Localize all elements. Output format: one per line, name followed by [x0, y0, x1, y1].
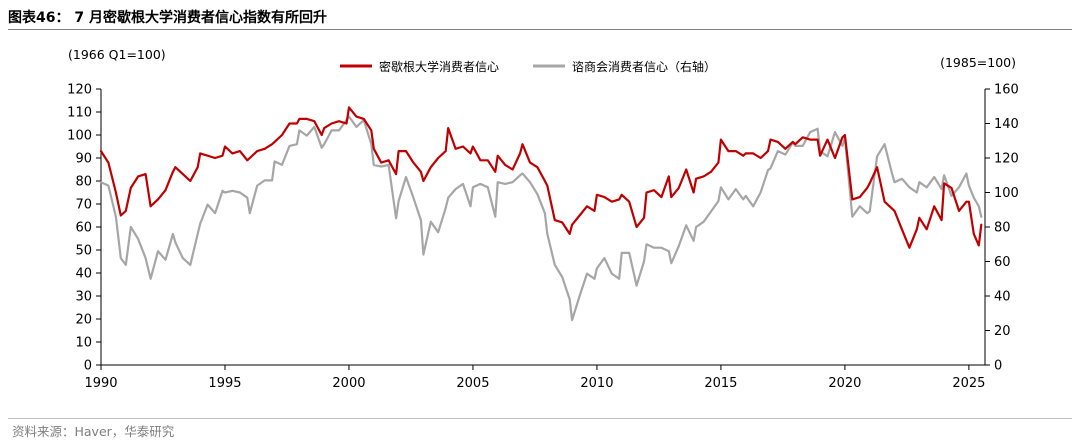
plot-area: 0 10 20 30 40 50 60 70 80 90 100 110 120 0 20 40 60 80 100…: [67, 83, 1019, 392]
right-tick-label: 60: [994, 255, 1011, 270]
right-tick-label: 100: [994, 186, 1019, 201]
right-tick-label: 40: [994, 290, 1011, 305]
x-tick-label: 2000: [332, 376, 365, 391]
chart-title: 图表46： 7 月密歇根大学消费者信心指数有所回升: [8, 10, 327, 26]
left-tick-label: 10: [75, 336, 92, 351]
series-line-conf-board: [99, 115, 983, 322]
left-tick-label: 90: [75, 152, 92, 167]
right-tick-label: 80: [994, 221, 1011, 236]
left-tick-label: 70: [75, 198, 92, 213]
left-tick-label: 60: [75, 221, 92, 236]
legend-label-umich: 密歇根大学消费者信心: [379, 59, 499, 74]
left-tick-label: 20: [75, 313, 92, 328]
x-tick-label: 1990: [84, 376, 117, 391]
x-tick-label: 2005: [456, 376, 489, 391]
x-tick-label: 2020: [828, 376, 861, 391]
x-tick-label: 2025: [952, 376, 985, 391]
right-tick-label: 120: [994, 152, 1019, 167]
x-tick-label: 1995: [208, 376, 241, 391]
left-tick-label: 120: [67, 83, 92, 98]
legend-label-conf-board: 谘商会消费者信心（右轴）: [572, 59, 716, 74]
left-tick-label: 110: [67, 106, 92, 121]
left-tick-label: 30: [75, 290, 92, 305]
left-tick-label: 80: [75, 175, 92, 190]
right-tick-label: 140: [994, 117, 1019, 132]
right-tick-label: 0: [994, 359, 1002, 374]
x-tick-label: 2010: [580, 376, 613, 391]
title-divider: [8, 29, 1072, 30]
right-axis-note: (1985=100): [940, 55, 1016, 70]
legend: 密歇根大学消费者信心 谘商会消费者信心（右轴）: [340, 59, 716, 74]
left-tick-label: 40: [75, 267, 92, 282]
left-tick-label: 100: [67, 129, 92, 144]
left-tick-label: 50: [75, 244, 92, 259]
right-tick-label: 20: [994, 324, 1011, 339]
left-tick-label: 0: [84, 359, 92, 374]
source-divider: [8, 418, 1072, 419]
x-tick-label: 2015: [704, 376, 737, 391]
left-axis-note: (1966 Q1=100): [68, 47, 166, 62]
source-note: 资料来源：Haver，华泰研究: [12, 424, 175, 439]
right-tick-label: 160: [994, 83, 1019, 98]
series-line-umich: [99, 106, 983, 249]
